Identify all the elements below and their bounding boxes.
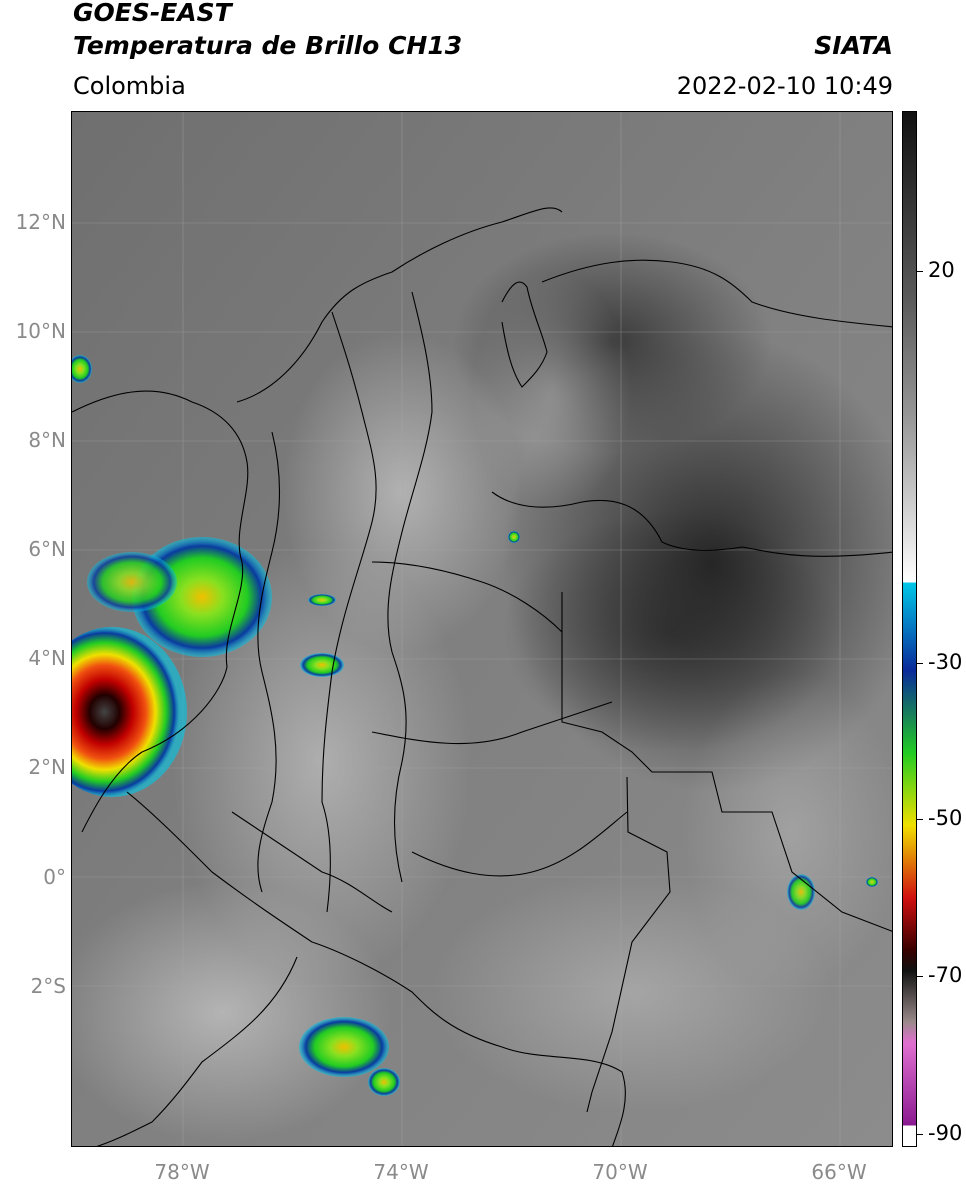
lat-label-2s: 2°S — [30, 974, 66, 998]
lat-label-12n: 12°N — [15, 210, 66, 234]
lon-label-78w: 78°W — [154, 1160, 210, 1184]
department-line-6 — [411, 811, 628, 877]
department-line-5 — [371, 701, 613, 745]
lat-label-2n: 2°N — [28, 755, 66, 779]
product-title: Temperatura de Brillo CH13 — [73, 31, 463, 60]
cloud-band-east — [682, 672, 892, 992]
colombia-south-border — [126, 791, 626, 1146]
colorbar-tick-minus50 — [917, 819, 923, 820]
region-label: Colombia — [73, 72, 186, 100]
venezuela-border — [491, 491, 892, 557]
venezuela-coast — [541, 259, 892, 328]
brazil-border — [561, 592, 892, 932]
department-line-7 — [231, 811, 393, 913]
department-line-2 — [387, 291, 433, 883]
cloud-band-lake — [472, 272, 632, 512]
convective-cell-amazon-1 — [299, 1017, 389, 1077]
colombia-brazil-border — [586, 776, 671, 1113]
cloud-band-pacific — [172, 542, 472, 982]
colorbar-tick-minus30 — [917, 663, 923, 664]
satellite-title: GOES-EAST — [73, 0, 232, 27]
map-canvas — [72, 112, 892, 1146]
colorbar-label-20: 20 — [928, 258, 955, 282]
datetime-label: 2022-02-10 10:49 — [676, 72, 893, 100]
lat-label-4n: 4°N — [28, 646, 66, 670]
satellite-map[interactable] — [71, 111, 893, 1147]
department-line-1 — [321, 311, 377, 913]
pacific-coast-north — [72, 390, 249, 833]
convective-cell-venezuela — [787, 874, 815, 910]
lat-label-0: 0° — [43, 865, 66, 889]
convective-cell-santander — [508, 531, 520, 543]
lon-label-70w: 70°W — [592, 1160, 648, 1184]
department-line-3 — [257, 431, 281, 893]
lat-label-6n: 6°N — [28, 537, 66, 561]
convective-cell-pacific-west — [87, 552, 177, 612]
colorbar-label-minus50: -50 — [928, 806, 963, 830]
borders — [72, 207, 892, 1146]
ecuador-peru-line — [96, 956, 298, 1146]
colorbar — [902, 111, 917, 1147]
colorbar-label-minus70: -70 — [928, 963, 963, 987]
source-label: SIATA — [814, 31, 893, 60]
convective-cell-pacific-south — [72, 627, 187, 797]
lon-label-66w: 66°W — [811, 1160, 867, 1184]
convective-cell-tolima — [300, 653, 344, 677]
lat-label-8n: 8°N — [28, 428, 66, 452]
department-line-4 — [371, 561, 563, 633]
lat-label-10n: 10°N — [15, 319, 66, 343]
colorbar-tick-20 — [917, 271, 923, 272]
convective-cell-antioquia — [308, 594, 336, 606]
colorbar-label-minus30: -30 — [928, 650, 963, 674]
cloud-band-ecuador — [72, 882, 392, 1142]
convective-cell-panama — [72, 355, 92, 383]
convective-cell-east — [866, 877, 878, 887]
lon-label-74w: 74°W — [373, 1160, 429, 1184]
colorbar-label-minus90: -90 — [928, 1121, 963, 1145]
caribbean-coast — [236, 207, 563, 403]
colorbar-tick-minus70 — [917, 976, 923, 977]
lake-maracaibo — [501, 281, 548, 388]
convective-cell-amazon-2 — [368, 1068, 400, 1096]
colorbar-tick-minus90 — [917, 1134, 923, 1135]
